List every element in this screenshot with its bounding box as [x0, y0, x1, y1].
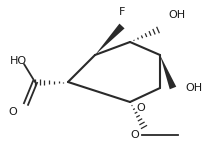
Text: O: O — [8, 107, 17, 117]
Text: F: F — [119, 7, 125, 17]
Polygon shape — [160, 55, 176, 89]
Polygon shape — [95, 24, 124, 55]
Text: OH: OH — [185, 83, 202, 93]
Text: O: O — [137, 103, 145, 113]
Text: HO: HO — [10, 56, 27, 66]
Text: O: O — [130, 130, 139, 140]
Text: OH: OH — [168, 10, 185, 20]
